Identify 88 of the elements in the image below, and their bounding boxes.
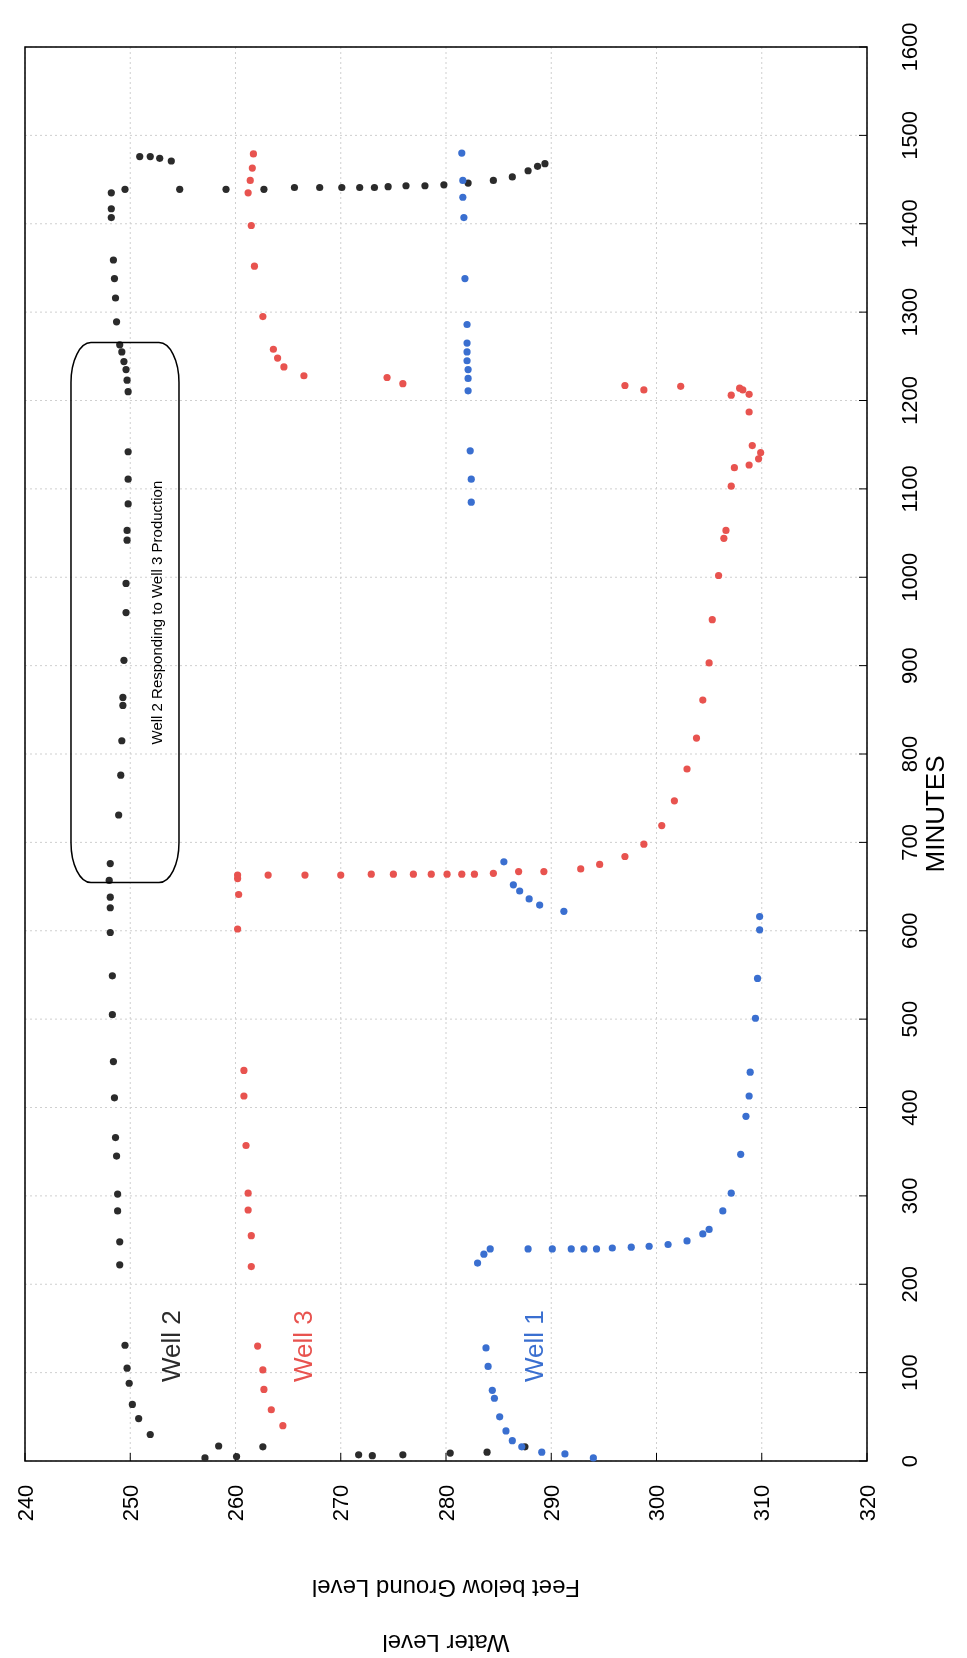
point <box>464 374 472 383</box>
y-tick-label: 600 <box>896 912 922 950</box>
y-tick-label: 100 <box>896 1354 922 1391</box>
y-tick-label: 0 <box>896 1454 922 1468</box>
point <box>719 1207 727 1215</box>
point <box>484 1362 492 1371</box>
point <box>645 1242 653 1250</box>
x-tick-label: 260 <box>223 1484 248 1522</box>
y-tick-label: 200 <box>896 1265 922 1303</box>
point <box>525 895 533 903</box>
x-tick-label: 250 <box>117 1484 143 1522</box>
point <box>467 475 475 483</box>
y-tick-label: 1000 <box>896 552 922 602</box>
point <box>560 907 568 915</box>
y-tick-label: 300 <box>896 1177 922 1215</box>
point <box>459 176 467 185</box>
y-tick-label: 500 <box>896 1000 922 1038</box>
point <box>509 881 517 889</box>
point <box>727 1189 735 1197</box>
y-tick-label: 1300 <box>896 287 922 337</box>
y-tick-label: 1600 <box>896 22 922 72</box>
point <box>538 1448 546 1456</box>
point <box>742 1112 750 1120</box>
point <box>746 1068 754 1076</box>
point <box>683 1237 691 1245</box>
y-tick-label: 800 <box>896 735 922 773</box>
point <box>548 1245 556 1253</box>
annotation: Well 2 Responding to Well 3 Production <box>148 480 166 745</box>
y-tick-label: 900 <box>896 647 922 684</box>
point <box>463 348 471 356</box>
point <box>490 1394 499 1402</box>
point <box>482 1344 490 1352</box>
text: Well 2 <box>156 1310 187 1382</box>
x-tick-label: 300 <box>644 1484 669 1522</box>
point <box>480 1250 488 1258</box>
point <box>664 1240 672 1249</box>
point <box>589 1454 597 1462</box>
point <box>458 149 466 157</box>
point <box>502 1427 510 1435</box>
point <box>467 498 475 506</box>
x-tick-label: 310 <box>749 1484 775 1522</box>
x-tick-label: 280 <box>433 1484 459 1522</box>
point <box>508 1437 516 1445</box>
point <box>464 387 472 395</box>
point <box>737 1150 745 1158</box>
point <box>751 1014 760 1022</box>
point <box>524 1245 532 1253</box>
point <box>756 913 764 921</box>
point <box>500 858 508 866</box>
text: Well 1 <box>519 1310 550 1382</box>
point <box>463 320 471 329</box>
y-tick-label: 1200 <box>896 376 922 425</box>
point <box>567 1245 575 1253</box>
point <box>608 1244 616 1252</box>
point <box>756 926 764 934</box>
point <box>627 1243 635 1251</box>
point <box>459 193 467 201</box>
x-tick-label: 320 <box>854 1484 880 1522</box>
point <box>580 1245 588 1253</box>
point <box>461 274 469 283</box>
point <box>592 1245 601 1253</box>
point <box>463 357 471 365</box>
point <box>705 1225 713 1234</box>
x-tick-label: 270 <box>328 1484 354 1522</box>
point <box>753 974 762 983</box>
point <box>516 887 524 895</box>
y-tick-label: 1100 <box>896 465 922 513</box>
x-axis-title: Water Level Feet below Ground Level <box>311 1574 581 1657</box>
y-tick-label: 700 <box>896 824 922 861</box>
point <box>488 1386 496 1394</box>
y-tick-label: 1500 <box>896 110 922 160</box>
y-tick-label: 400 <box>896 1089 922 1126</box>
point <box>466 447 474 455</box>
point <box>460 213 468 222</box>
point <box>496 1413 504 1421</box>
y-axis-title: MINUTES <box>920 755 950 873</box>
text: Well 3 <box>287 1310 318 1382</box>
point <box>463 339 471 347</box>
point <box>464 365 472 374</box>
point <box>745 1092 753 1100</box>
point <box>486 1245 494 1253</box>
y-tick-label: 1400 <box>896 199 922 249</box>
x-tick-label: 240 <box>12 1484 38 1522</box>
point <box>699 1230 707 1238</box>
x-tick-label: 290 <box>538 1484 564 1522</box>
point <box>561 1450 569 1458</box>
point <box>536 901 544 909</box>
point <box>473 1259 482 1267</box>
